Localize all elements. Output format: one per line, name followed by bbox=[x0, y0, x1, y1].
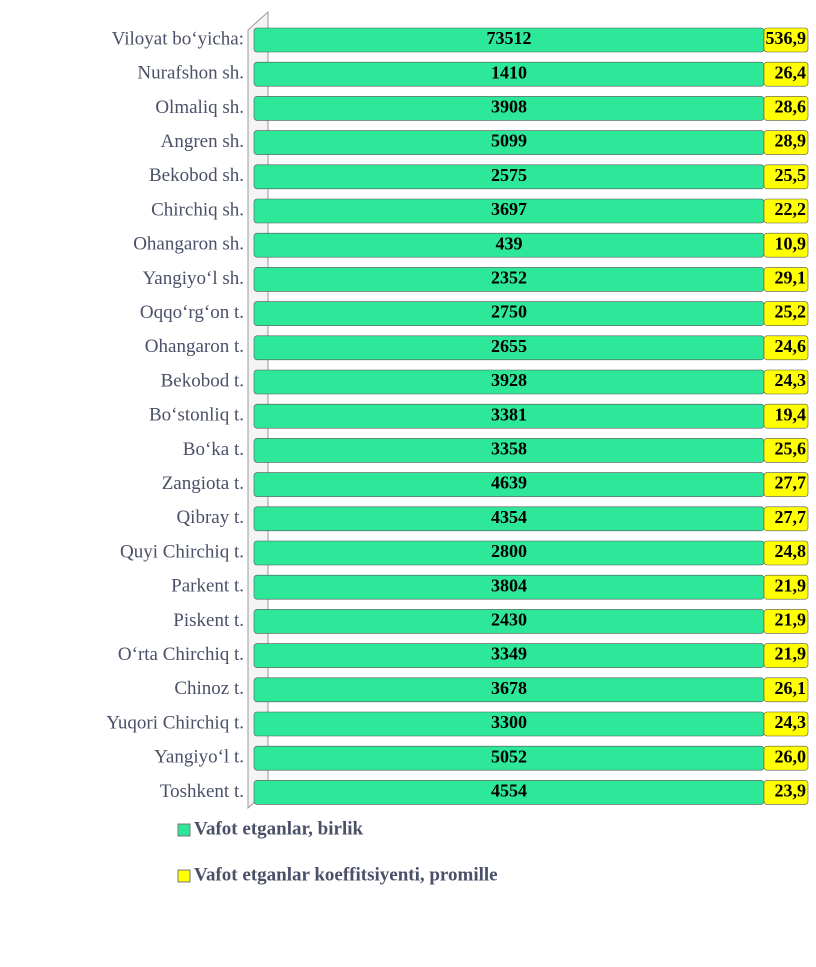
category-label: Chinoz t. bbox=[174, 678, 244, 699]
bar-segment bbox=[763, 438, 809, 463]
data-label: 5052 bbox=[491, 746, 527, 766]
category-label: Zangiota t. bbox=[162, 473, 244, 494]
category-label: Ohangaron sh. bbox=[133, 234, 244, 255]
data-label: 2352 bbox=[491, 268, 527, 288]
bar-segment bbox=[763, 472, 809, 497]
bar-segment bbox=[763, 506, 809, 532]
category-label: Quyi Chirchiq t. bbox=[120, 541, 244, 562]
bar-segment bbox=[763, 130, 809, 155]
category-label: Bekobod t. bbox=[161, 370, 244, 391]
bar-segment bbox=[763, 540, 809, 566]
data-label: 4554 bbox=[491, 781, 527, 801]
data-label: 27,7 bbox=[775, 507, 807, 527]
category-label: Piskent t. bbox=[173, 610, 244, 631]
category-label: Angren sh. bbox=[161, 131, 244, 152]
bar-segment bbox=[763, 574, 809, 600]
data-label: 27,7 bbox=[775, 473, 807, 493]
data-label: 73512 bbox=[487, 28, 532, 48]
data-label: 3697 bbox=[491, 199, 527, 219]
data-label: 3300 bbox=[491, 712, 527, 732]
bar-segment bbox=[763, 403, 809, 429]
data-label: 3928 bbox=[491, 370, 527, 390]
category-label: Toshkent t. bbox=[160, 781, 244, 802]
data-label: 5099 bbox=[491, 131, 527, 151]
data-label: 2800 bbox=[491, 541, 527, 561]
category-label: Oqqo‘rg‘on t. bbox=[140, 302, 244, 323]
bar-segment bbox=[763, 301, 809, 326]
data-label: 2655 bbox=[491, 336, 527, 356]
bar-segment bbox=[763, 96, 809, 121]
bar-segment bbox=[763, 232, 809, 258]
bar-segment bbox=[763, 198, 809, 224]
category-label: Yuqori Chirchiq t. bbox=[106, 712, 244, 733]
data-label: 3381 bbox=[491, 404, 527, 424]
category-label: Viloyat bo‘yicha: bbox=[112, 28, 244, 49]
bar-segment bbox=[763, 27, 809, 53]
data-label: 2575 bbox=[491, 165, 527, 185]
data-label: 25,2 bbox=[775, 302, 807, 322]
bar-segment bbox=[763, 780, 809, 805]
category-label: Yangiyo‘l sh. bbox=[142, 268, 244, 289]
data-label: 19,4 bbox=[775, 404, 807, 424]
bar-segment bbox=[763, 61, 809, 87]
data-label: 3908 bbox=[491, 97, 527, 117]
bar-segment bbox=[763, 164, 809, 190]
data-label: 26,4 bbox=[775, 62, 807, 82]
bar-segment bbox=[763, 369, 809, 395]
data-label: 10,9 bbox=[775, 233, 807, 253]
category-label: Yangiyo‘l t. bbox=[154, 747, 244, 768]
category-label: Ohangaron t. bbox=[145, 336, 244, 357]
data-label: 24,3 bbox=[775, 712, 807, 732]
data-label: 536,9 bbox=[766, 28, 807, 48]
data-label: 24,8 bbox=[775, 541, 807, 561]
data-label: 26,1 bbox=[775, 678, 807, 698]
category-label: Parkent t. bbox=[171, 576, 244, 597]
legend-label: Vafot etganlar, birlik bbox=[194, 818, 364, 839]
data-label: 1410 bbox=[491, 62, 527, 82]
bar-segment bbox=[763, 267, 809, 292]
data-label: 21,9 bbox=[775, 610, 807, 630]
data-label: 3349 bbox=[491, 644, 527, 664]
data-label: 439 bbox=[496, 233, 523, 253]
data-label: 23,9 bbox=[775, 781, 807, 801]
data-label: 21,9 bbox=[775, 575, 807, 595]
data-label: 22,2 bbox=[775, 199, 807, 219]
bar-segment bbox=[763, 643, 809, 668]
bar-segment bbox=[763, 745, 809, 771]
data-label: 2430 bbox=[491, 610, 527, 630]
legend-swatch bbox=[177, 823, 191, 837]
legend-label: Vafot etganlar koeffitsiyenti, promille bbox=[194, 864, 498, 885]
bar-segment bbox=[763, 335, 809, 361]
data-label: 4354 bbox=[491, 507, 527, 527]
data-label: 3358 bbox=[491, 439, 527, 459]
data-label: 25,5 bbox=[775, 165, 807, 185]
category-label: Olmaliq sh. bbox=[155, 97, 244, 118]
bar-segment bbox=[763, 711, 809, 737]
data-label: 28,6 bbox=[775, 97, 807, 117]
legend-swatch bbox=[177, 869, 191, 883]
data-label: 3678 bbox=[491, 678, 527, 698]
data-label: 24,3 bbox=[775, 370, 807, 390]
category-label: Bo‘stonliq t. bbox=[149, 405, 244, 426]
category-label: Bekobod sh. bbox=[149, 165, 244, 186]
bar-segment bbox=[763, 677, 809, 703]
data-label: 4639 bbox=[491, 473, 527, 493]
category-label: Nurafshon sh. bbox=[137, 63, 244, 84]
data-label: 21,9 bbox=[775, 644, 807, 664]
data-label: 3804 bbox=[491, 575, 527, 595]
category-label: O‘rta Chirchiq t. bbox=[118, 644, 244, 665]
category-label: Chirchiq sh. bbox=[151, 199, 244, 220]
data-label: 2750 bbox=[491, 302, 527, 322]
bar-segment bbox=[763, 609, 809, 634]
data-label: 24,6 bbox=[775, 336, 807, 356]
data-label: 25,6 bbox=[775, 439, 807, 459]
category-label: Qibray t. bbox=[176, 507, 244, 528]
data-label: 29,1 bbox=[775, 268, 807, 288]
data-label: 28,9 bbox=[775, 131, 807, 151]
category-label: Bo‘ka t. bbox=[183, 439, 244, 460]
data-label: 26,0 bbox=[775, 746, 807, 766]
